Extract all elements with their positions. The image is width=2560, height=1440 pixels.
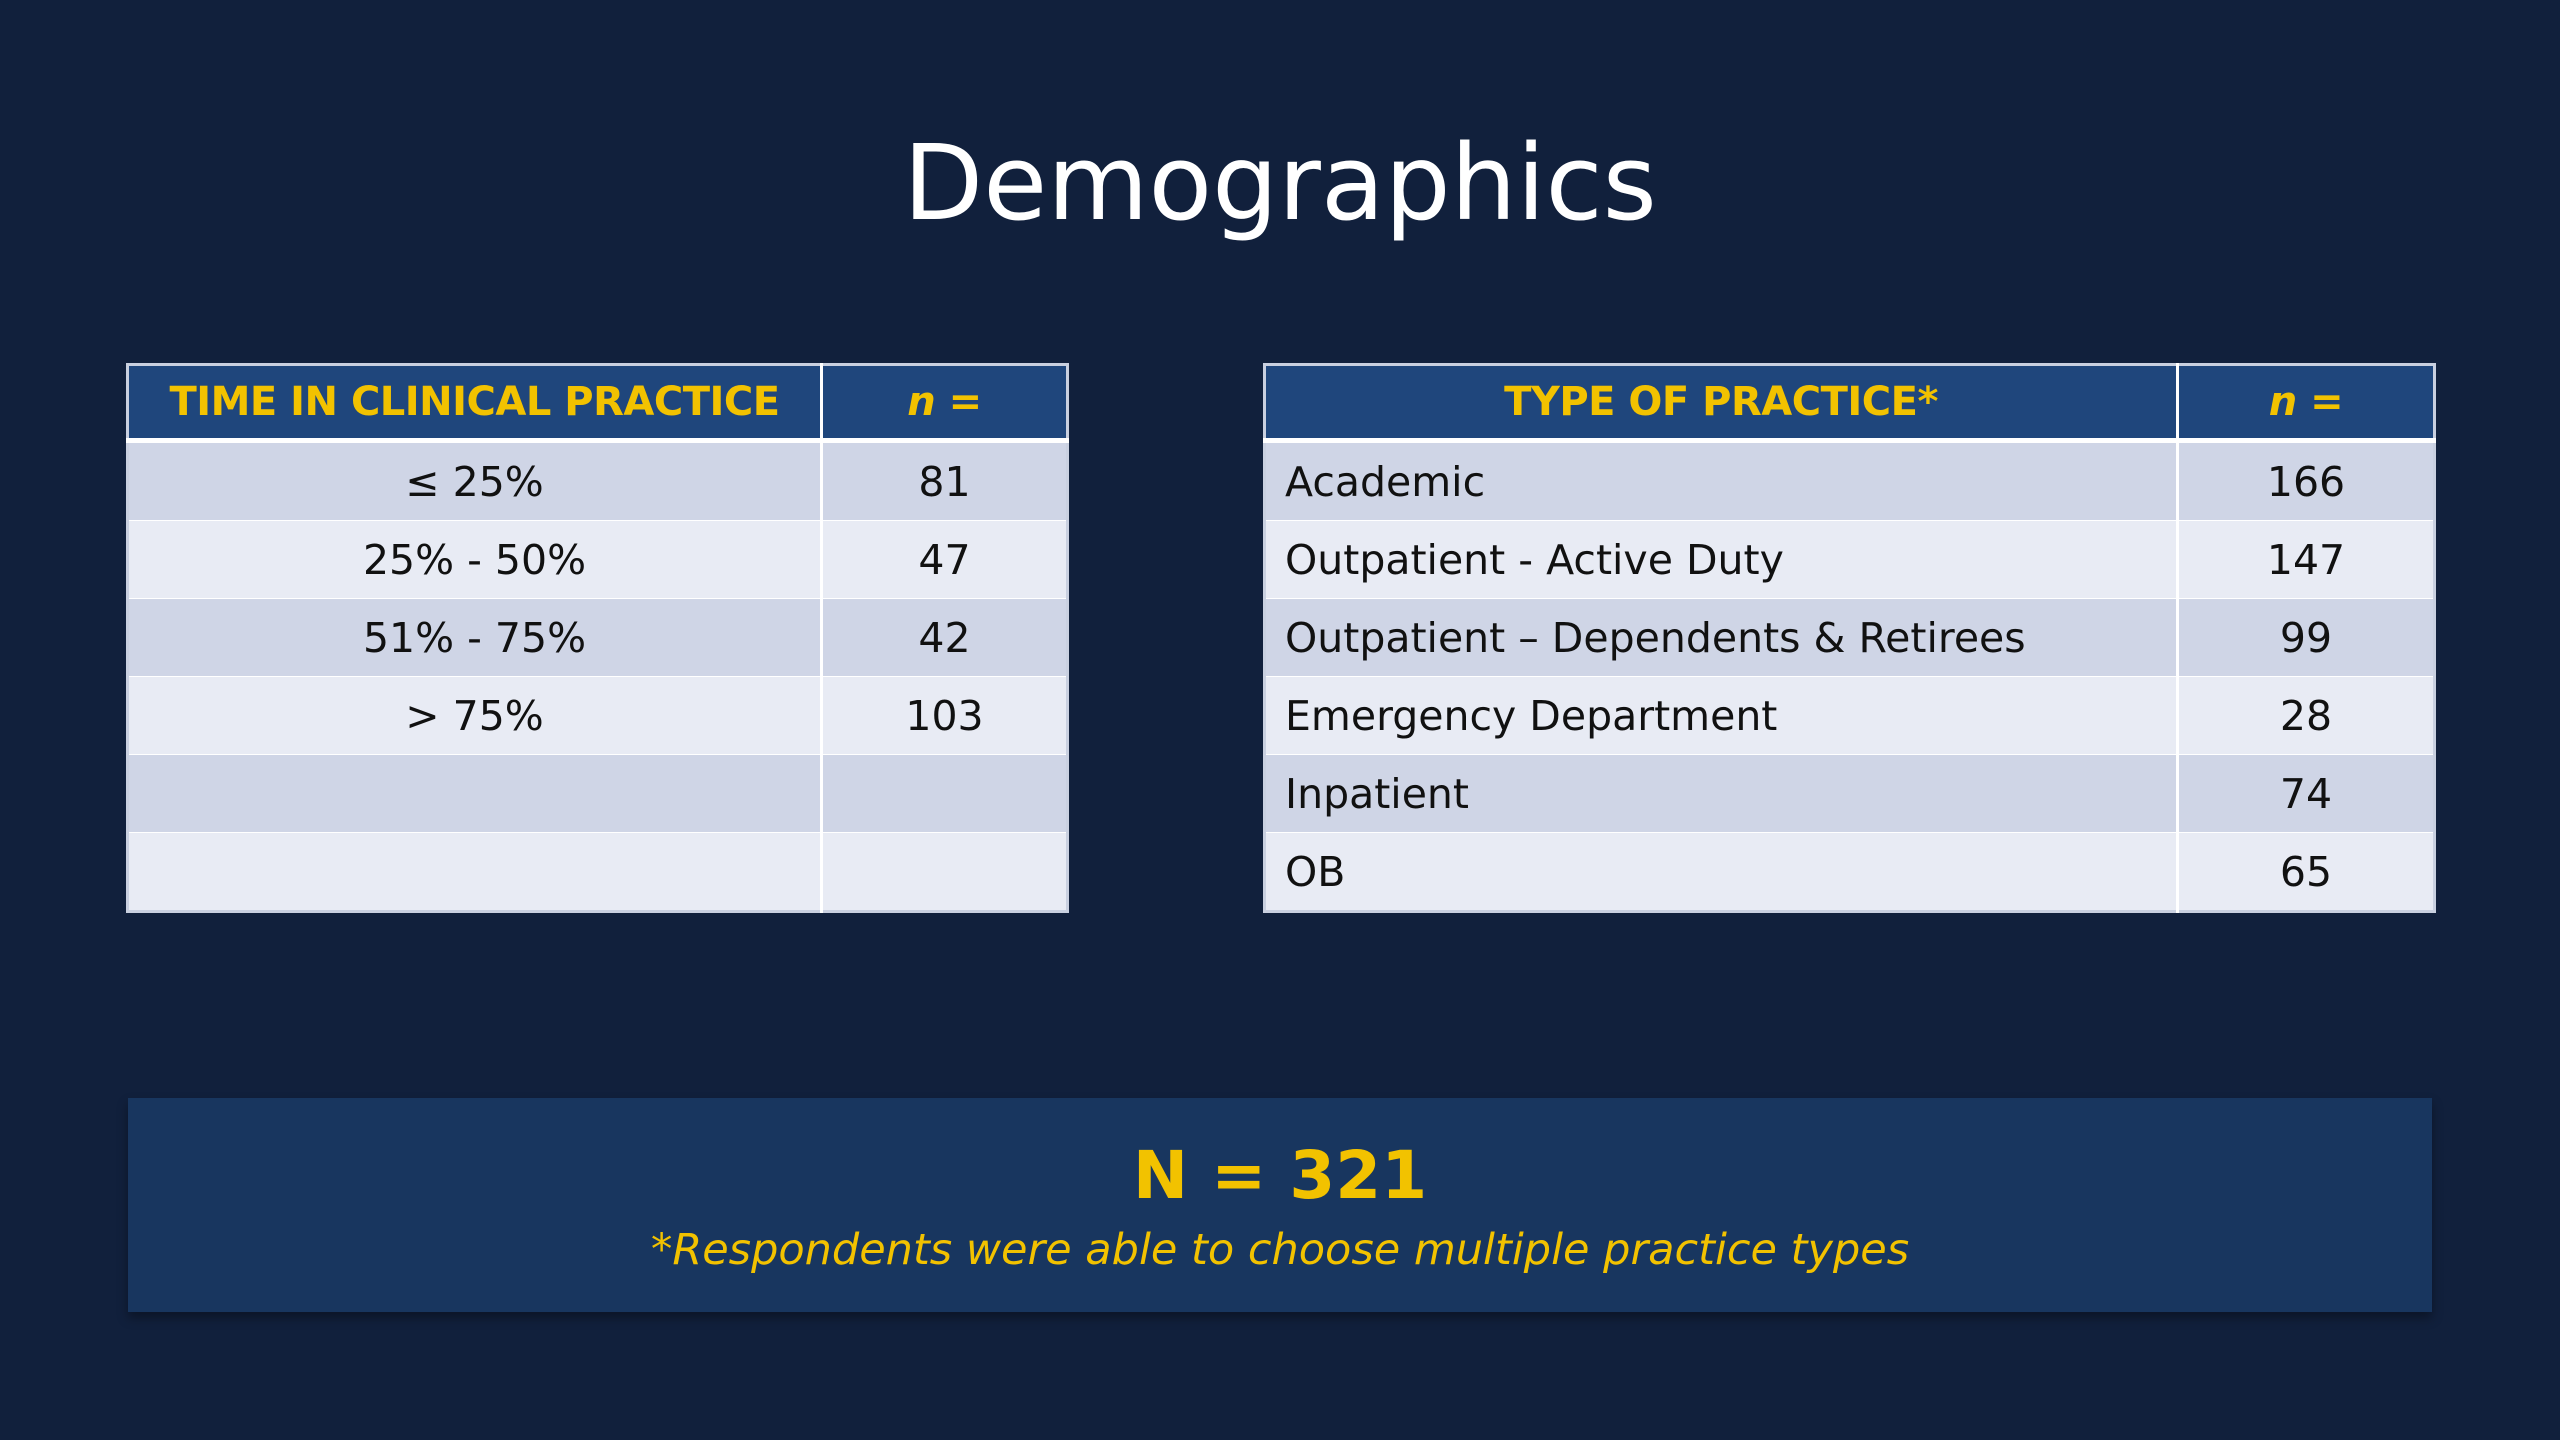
count-cell: 81: [821, 440, 1068, 521]
time-range-cell: [127, 754, 823, 833]
time-in-clinical-practice-table: TIME IN CLINICAL PRACTICE n = ≤ 25% 81 2…: [126, 363, 1069, 913]
count-cell: 99: [2177, 598, 2435, 677]
table-row: Academic 166: [1264, 440, 2435, 521]
table-row: Outpatient – Dependents & Retirees 99: [1264, 598, 2435, 677]
table-row: 51% - 75% 42: [127, 598, 1068, 677]
column-header-type: TYPE OF PRACTICE*: [1264, 364, 2179, 443]
table-row: [127, 754, 1068, 833]
count-cell: 147: [2177, 520, 2435, 599]
time-range-cell: ≤ 25%: [127, 440, 823, 521]
count-cell: 166: [2177, 440, 2435, 521]
time-range-cell: [127, 832, 823, 912]
practice-type-cell: Academic: [1264, 440, 2179, 521]
time-range-cell: > 75%: [127, 676, 823, 755]
count-cell: [821, 754, 1068, 833]
count-cell: 65: [2177, 832, 2435, 912]
column-header-n: n =: [2177, 364, 2435, 443]
type-of-practice-table: TYPE OF PRACTICE* n = Academic 166 Outpa…: [1263, 363, 2436, 913]
table-header-row: TIME IN CLINICAL PRACTICE n =: [127, 364, 1068, 443]
table-row: ≤ 25% 81: [127, 440, 1068, 521]
summary-box: N = 321 *Respondents were able to choose…: [128, 1098, 2432, 1312]
table-row: Emergency Department 28: [1264, 676, 2435, 755]
table-row: Outpatient - Active Duty 147: [1264, 520, 2435, 599]
count-cell: [821, 832, 1068, 912]
practice-type-cell: OB: [1264, 832, 2179, 912]
table-row: [127, 832, 1068, 912]
table-row: > 75% 103: [127, 676, 1068, 755]
table-row: Inpatient 74: [1264, 754, 2435, 833]
practice-type-cell: Outpatient - Active Duty: [1264, 520, 2179, 599]
count-cell: 47: [821, 520, 1068, 599]
footnote: *Respondents were able to choose multipl…: [650, 1225, 1910, 1275]
table-row: OB 65: [1264, 832, 2435, 912]
table-row: 25% - 50% 47: [127, 520, 1068, 599]
count-cell: 103: [821, 676, 1068, 755]
practice-type-cell: Outpatient – Dependents & Retirees: [1264, 598, 2179, 677]
table-header-row: TYPE OF PRACTICE* n =: [1264, 364, 2435, 443]
column-header-time: TIME IN CLINICAL PRACTICE: [127, 364, 823, 443]
count-cell: 42: [821, 598, 1068, 677]
time-range-cell: 25% - 50%: [127, 520, 823, 599]
count-cell: 74: [2177, 754, 2435, 833]
time-range-cell: 51% - 75%: [127, 598, 823, 677]
total-respondents: N = 321: [1132, 1137, 1428, 1214]
practice-type-cell: Emergency Department: [1264, 676, 2179, 755]
column-header-n: n =: [821, 364, 1068, 443]
practice-type-cell: Inpatient: [1264, 754, 2179, 833]
slide-title: Demographics: [903, 122, 1657, 244]
count-cell: 28: [2177, 676, 2435, 755]
